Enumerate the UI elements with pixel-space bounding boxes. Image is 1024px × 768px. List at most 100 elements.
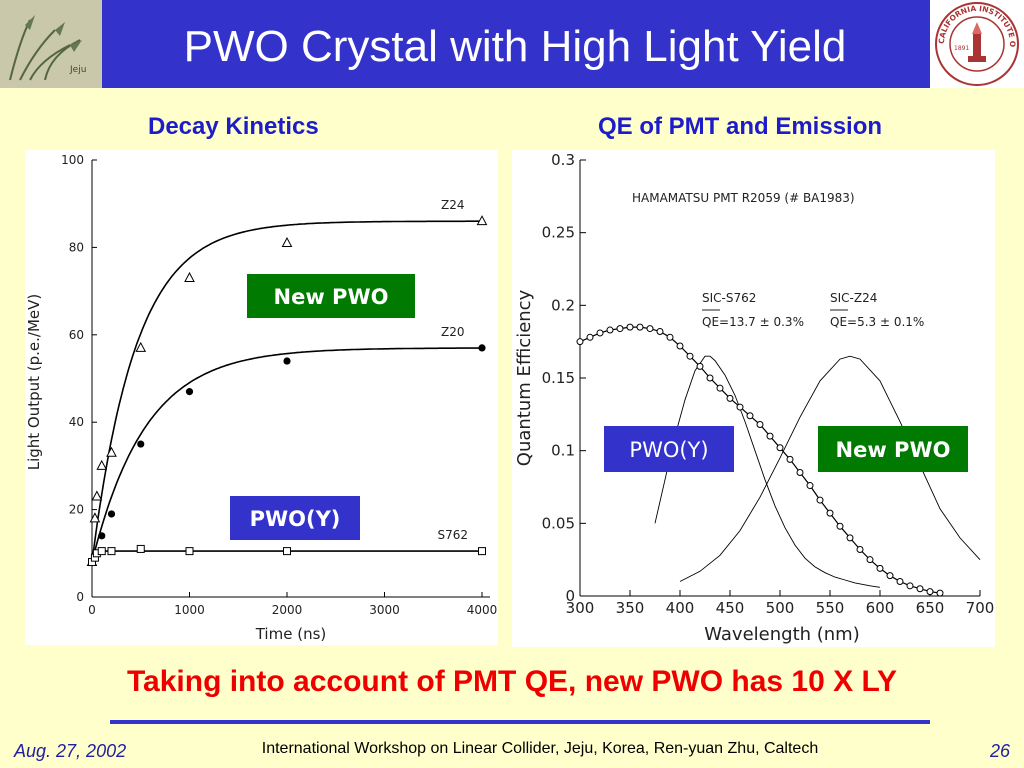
qe-point [786,455,794,463]
legend-z24-name: SIC-Z24 [830,291,877,305]
c2-xtick-label: 500 [766,599,795,617]
qe-point [936,589,944,597]
qe-point [656,327,664,335]
footer-rule [110,720,930,724]
footer-citation: International Workshop on Linear Collide… [261,740,819,757]
point-s762 [136,544,145,553]
point-s762 [107,547,116,556]
page-number: 26 [989,741,1010,761]
point-z24 [135,341,147,352]
new-pwo-label-left: New PWO [274,285,389,309]
point-z20 [185,388,194,396]
series-label-s762: S762 [437,528,468,542]
qe-point [636,323,644,331]
z24-emission-curve [679,355,981,582]
qe-point [836,522,844,530]
qe-point [736,403,744,411]
c1-xtick-label: 1000 [174,603,205,617]
c1-ytick-label: 100 [61,153,84,167]
legend-z24-qe: QE=5.3 ± 0.1% [830,315,924,329]
c1-ytick-label: 80 [69,240,84,254]
c1-ytick-label: 60 [69,328,84,342]
qe-point [886,572,894,580]
jeju-logo-text: Jeju [69,65,86,75]
c2-ytick-label: 0.05 [542,514,575,532]
pwoy-box-right [604,426,734,472]
c2-ylabel: Quantum Efficiency [514,289,535,466]
fit-curve-z20 [91,347,482,563]
c2-xtick-label: 350 [616,599,645,617]
qe-point [626,323,634,331]
fit-curve-z24 [91,220,482,563]
qe-point [596,329,604,337]
qe-point [856,545,864,553]
qe-point [686,352,694,360]
c2-xtick-label: 550 [816,599,845,617]
qe-heading: QE of PMT and Emission [598,113,883,140]
c1-ylabel: Light Output (p.e./MeV) [25,294,43,471]
slide-title: PWO Crystal with High Light Yield [183,22,847,71]
c2-xlabel: Wavelength (nm) [704,624,860,645]
qe-emission-svg: 300 350 400 450 500 550 600 650 700 0 0.05 0.1 0.15 0… [514,151,995,645]
qe-point [796,468,804,476]
c2-ytick-label: 0.15 [542,369,575,387]
c2-xtick-label: 300 [566,599,595,617]
footer-date: Aug. 27, 2002 [14,741,127,761]
c2-ytick-label: 0.1 [551,442,575,460]
point-s762 [283,547,291,556]
c2-ytick-label: 0 [565,587,575,605]
series-label-z20: Z20 [441,325,465,339]
qe-point [876,564,884,572]
qe-point [666,333,674,341]
qe-point [866,556,874,564]
c2-title: HAMAMATSU PMT R2059 (# BA1983) [632,191,855,205]
new-pwo-label-right: New PWO [836,438,951,462]
qe-point [586,333,594,341]
point-z24 [476,215,488,226]
c1-ytick-label: 0 [76,590,84,604]
pwoy-label-right: PWO(Y) [629,438,708,462]
qe-point [846,534,854,542]
qe-point [916,585,924,593]
legend-s762-name: SIC-S762 [702,291,756,305]
c1-ytick-label: 40 [69,415,84,429]
point-z20 [137,440,145,448]
c1-xtick-label: 4000 [467,603,498,617]
qe-point [826,509,834,517]
qe-point [756,421,764,429]
point-z24 [184,271,195,282]
qe-point [726,394,734,402]
c1-xtick-label: 3000 [369,603,400,617]
point-z24 [91,490,103,501]
c1-xtick-label: 0 [88,603,96,617]
c2-xtick-label: 700 [966,599,995,617]
title-bar [0,0,1024,88]
qe-point [816,496,824,504]
point-z20 [478,344,486,352]
qe-point [606,326,614,334]
c2-ytick-label: 0.2 [551,296,575,314]
qe-point [706,374,714,382]
qe-point [806,482,814,490]
c1-xlabel: Time (ns) [255,625,327,643]
c2-xtick-label: 450 [716,599,745,617]
new-pwo-box-left [247,274,415,318]
point-z24 [106,446,117,457]
c2-xtick-label: 650 [916,599,945,617]
c2-ytick-label: 0.3 [551,151,575,169]
conclusion-text: Taking into account of PMT QE, new PWO h… [126,665,898,698]
point-s762 [478,547,486,556]
point-z24 [281,236,293,248]
new-pwo-box-right [818,426,968,472]
qe-point [716,384,724,392]
qe-point [766,432,774,440]
pwoy-box-left [230,496,360,540]
qe-point [646,325,654,333]
qe-point [906,582,914,590]
c2-ytick-label: 0.25 [542,224,575,242]
c2-xtick-label: 600 [866,599,895,617]
point-z24 [89,512,101,523]
point-s762 [185,547,194,556]
decay-kinetics-svg: 0 1000 2000 3000 4000 0 20 40 60 80 100 Z24 Z20 S762… [25,153,498,643]
c1-xtick-label: 2000 [272,603,303,617]
